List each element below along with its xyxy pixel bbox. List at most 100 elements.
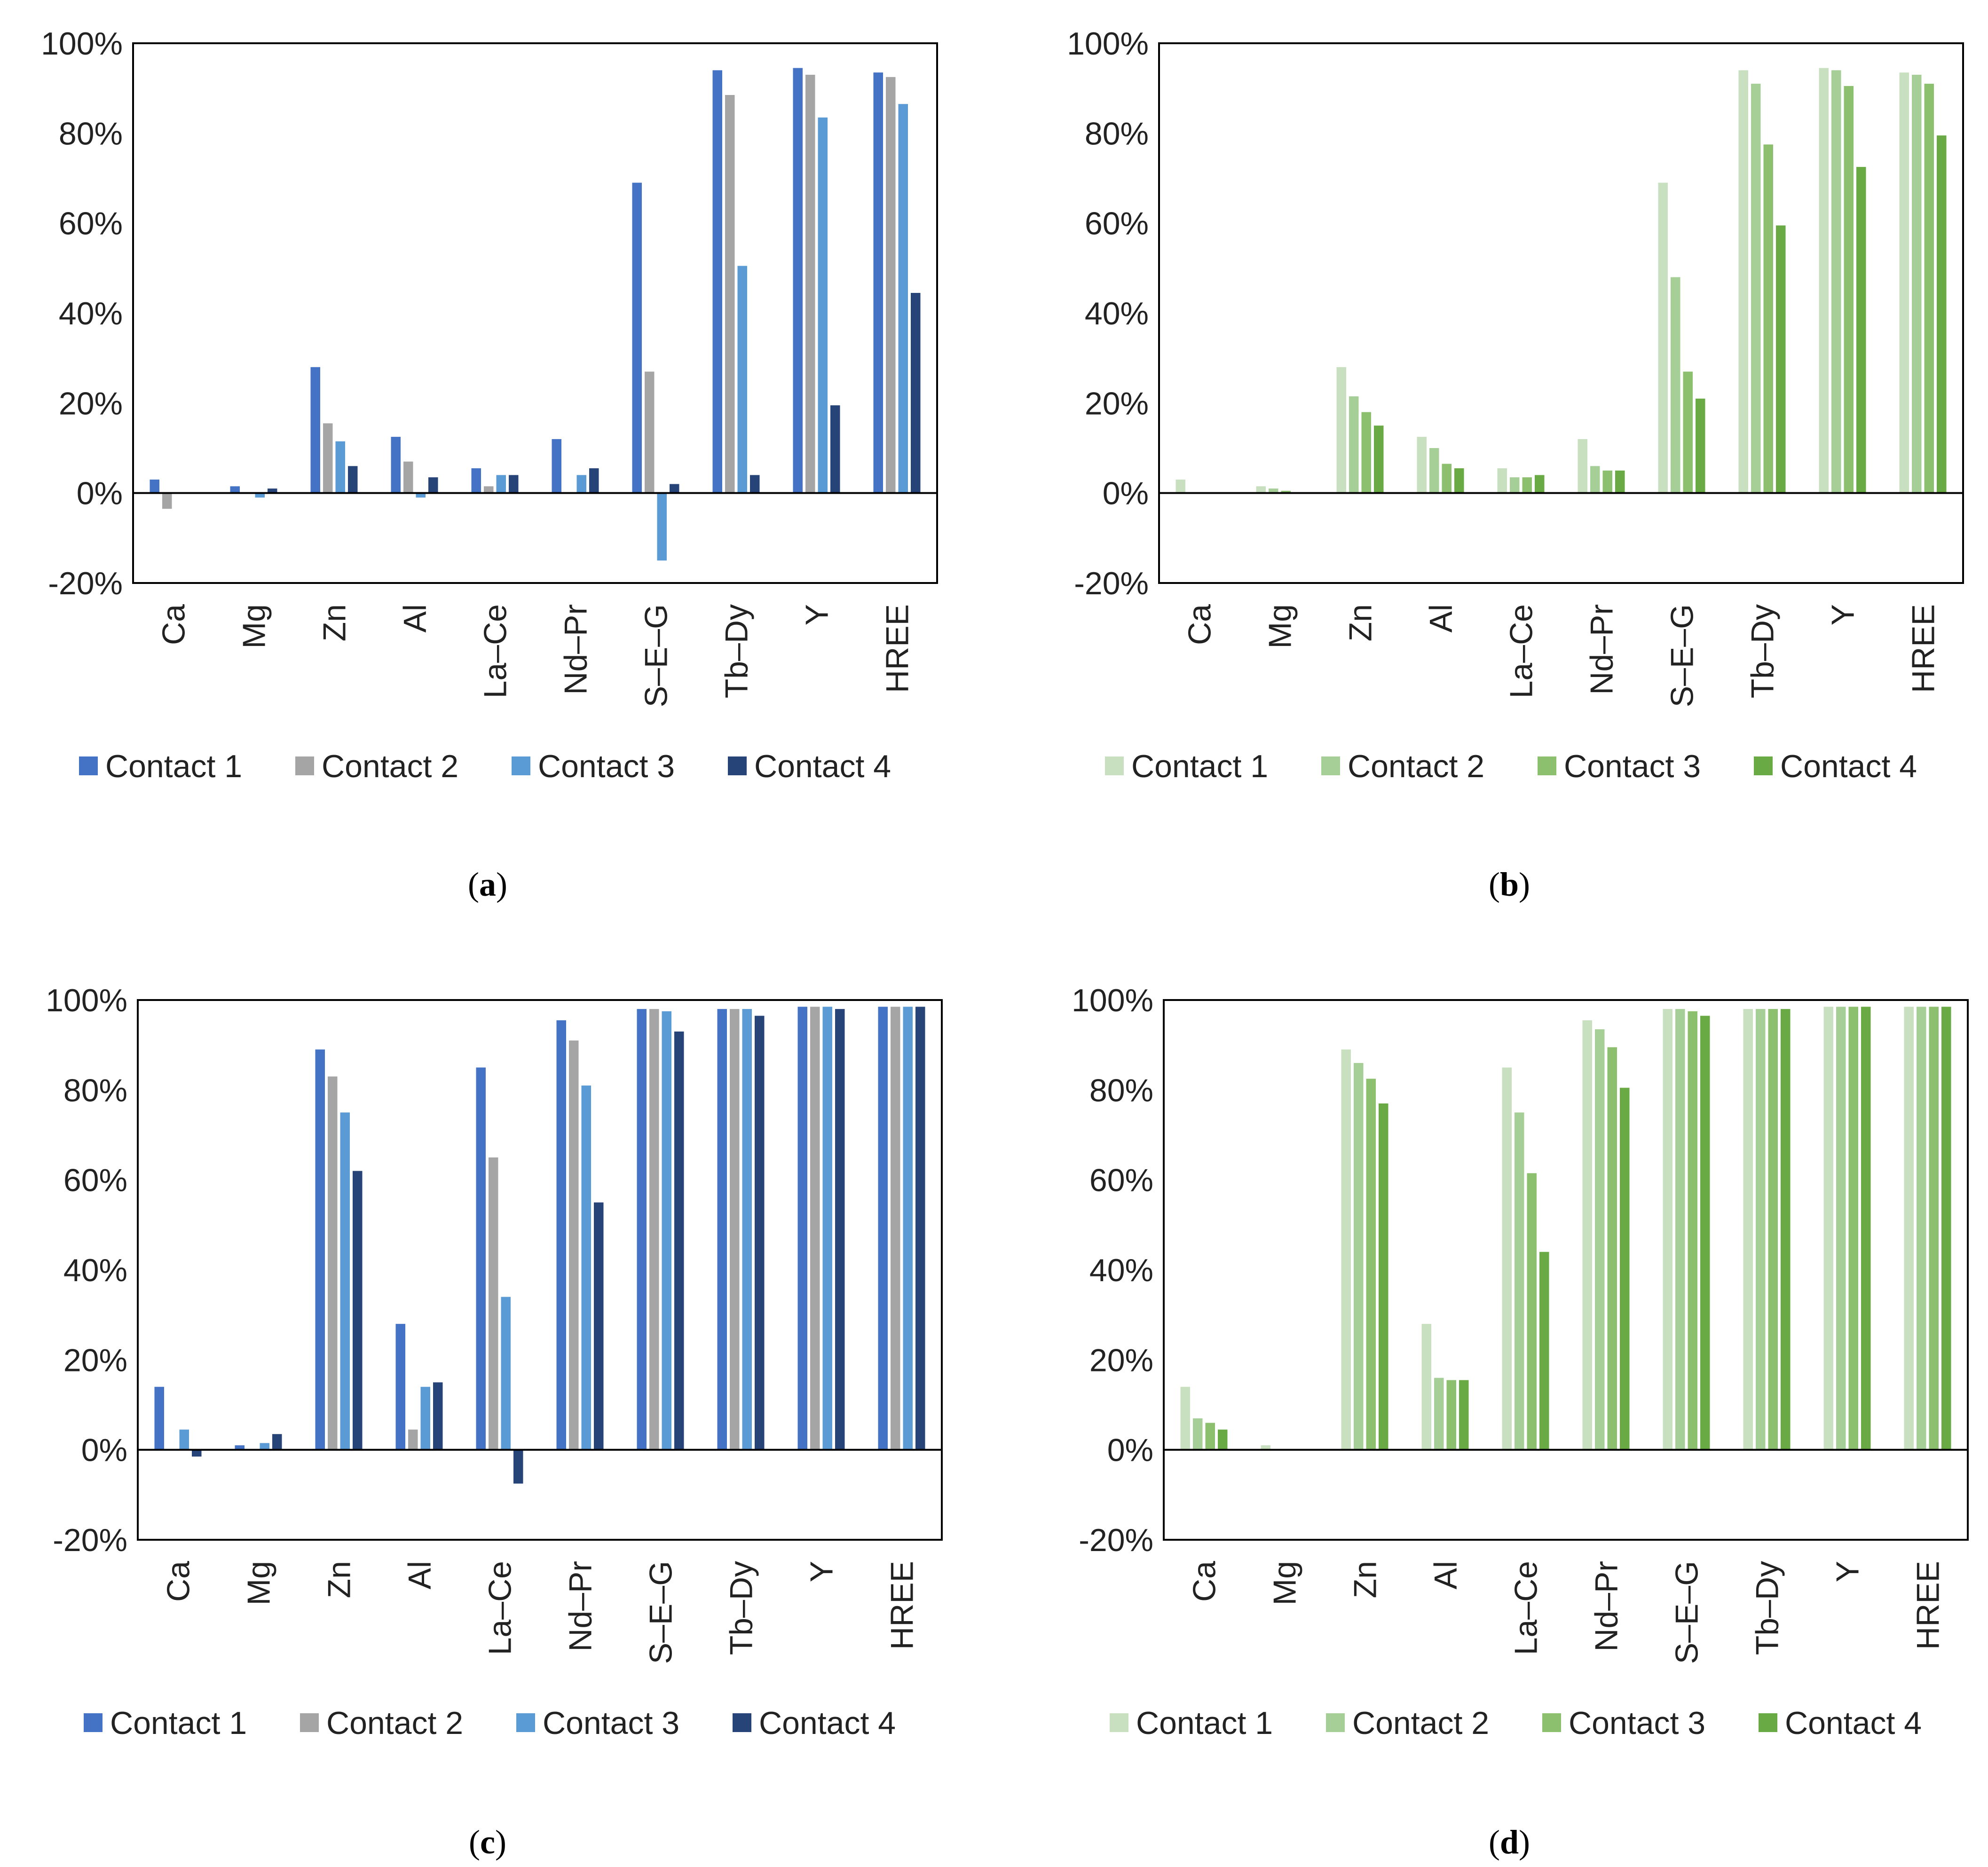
legend-label: Contact 2 xyxy=(326,1705,463,1741)
bar xyxy=(1937,135,1947,493)
legend-swatch xyxy=(728,756,747,775)
bar xyxy=(1434,1378,1444,1450)
legend-label: Contact 3 xyxy=(543,1705,679,1741)
legend-item: Contact 3 xyxy=(1542,1705,1705,1741)
caption-open-paren: ( xyxy=(468,866,479,903)
category-label: Ca xyxy=(161,1561,197,1602)
category-label: S–E–G xyxy=(639,604,674,707)
bar xyxy=(750,475,760,493)
bar xyxy=(1663,1009,1672,1450)
bar xyxy=(898,104,908,493)
bar xyxy=(315,1049,325,1450)
y-tick-label: -20% xyxy=(1079,1522,1153,1558)
bar xyxy=(737,266,747,493)
bar xyxy=(255,493,265,498)
category-label: Ca xyxy=(1187,1561,1223,1602)
bar xyxy=(1374,425,1384,493)
bar xyxy=(1510,477,1520,493)
bar xyxy=(328,1076,338,1450)
legend-label: Contact 2 xyxy=(322,748,458,784)
legend-swatch xyxy=(79,756,98,775)
bar xyxy=(891,1007,900,1450)
bar xyxy=(797,1007,807,1450)
category-label: S–E–G xyxy=(1665,604,1700,707)
caption-letter: a xyxy=(479,866,496,903)
y-tick-label: 60% xyxy=(63,1163,127,1198)
bar xyxy=(818,117,828,493)
bar xyxy=(489,1157,498,1450)
bar xyxy=(408,1429,418,1450)
legend-swatch xyxy=(733,1713,751,1732)
bar xyxy=(335,441,345,493)
legend-item: Contact 3 xyxy=(516,1705,679,1741)
legend-label: Contact 4 xyxy=(754,748,891,784)
bar xyxy=(1281,490,1291,493)
bar xyxy=(576,475,586,493)
legend-item: Contact 2 xyxy=(1326,1705,1489,1741)
bar xyxy=(513,1449,523,1484)
bar xyxy=(1904,1007,1914,1450)
bar xyxy=(1269,488,1278,493)
bar xyxy=(509,475,519,493)
bar xyxy=(1341,1049,1351,1450)
bar xyxy=(260,1443,269,1450)
category-label: Y xyxy=(1830,1561,1866,1582)
legend-item: Contact 2 xyxy=(295,748,458,784)
bar xyxy=(649,1009,659,1450)
bar xyxy=(556,1020,566,1450)
bar xyxy=(1831,70,1841,493)
legend-swatch xyxy=(84,1713,103,1732)
bar xyxy=(179,1429,189,1450)
legend-label: Contact 1 xyxy=(1131,748,1268,784)
y-tick-label: 80% xyxy=(1089,1072,1153,1108)
bar xyxy=(1218,1429,1228,1450)
category-label: La–Ce xyxy=(482,1561,518,1655)
bar xyxy=(420,1386,430,1450)
y-tick-label: -20% xyxy=(1074,566,1149,601)
y-tick-label: 40% xyxy=(59,296,123,331)
bar xyxy=(1924,84,1934,493)
category-label: Tb–Dy xyxy=(1745,604,1781,698)
bar xyxy=(1688,1011,1697,1450)
bar xyxy=(162,493,172,509)
category-label: Nd–Pr xyxy=(1589,1561,1625,1652)
y-tick-label: 20% xyxy=(59,386,123,421)
bar xyxy=(310,367,320,493)
bar xyxy=(1366,1079,1376,1450)
y-tick-label: -20% xyxy=(53,1522,127,1558)
category-label: Zn xyxy=(317,604,353,641)
bar xyxy=(903,1007,913,1450)
bar xyxy=(915,1007,925,1450)
bar xyxy=(1446,1380,1456,1450)
bar xyxy=(1515,1112,1524,1450)
bar xyxy=(348,466,358,493)
category-label: La–Ce xyxy=(1504,604,1539,698)
legend-item: Contact 2 xyxy=(300,1705,463,1741)
y-tick-label: 80% xyxy=(63,1072,127,1108)
bar xyxy=(1819,68,1829,493)
legend-label: Contact 4 xyxy=(759,1705,896,1741)
category-label: S–E–G xyxy=(643,1561,679,1664)
bar xyxy=(1700,1016,1710,1450)
bar xyxy=(1527,1173,1537,1450)
y-tick-label: 100% xyxy=(46,983,127,1018)
panel-caption: (b) xyxy=(1489,866,1530,903)
bar xyxy=(1743,1009,1753,1450)
y-tick-label: 20% xyxy=(1089,1342,1153,1378)
bar xyxy=(878,1007,888,1450)
panel-caption: (a) xyxy=(468,866,507,903)
bar xyxy=(1429,448,1439,493)
legend-label: Contact 2 xyxy=(1348,748,1484,784)
legend-swatch xyxy=(1326,1713,1345,1732)
chart-panel-b: 100% 80% 60% 40% 20% 0% -20% Ca Mg Zn Al La–Ce Nd–Pr… xyxy=(1067,26,1964,903)
category-label: Al xyxy=(397,604,433,632)
category-label: Zn xyxy=(1348,1561,1383,1598)
caption-close-paren: ) xyxy=(1519,1823,1530,1861)
bar xyxy=(268,488,277,493)
category-label: Mg xyxy=(241,1561,277,1605)
bar xyxy=(674,1032,684,1450)
bar xyxy=(235,1445,245,1450)
legend-label: Contact 1 xyxy=(105,748,242,784)
chart-panel-a: 100% 80% 60% 40% 20% 0% -20% Ca Mg Zn Al La–Ce Nd–Pr… xyxy=(41,26,938,903)
